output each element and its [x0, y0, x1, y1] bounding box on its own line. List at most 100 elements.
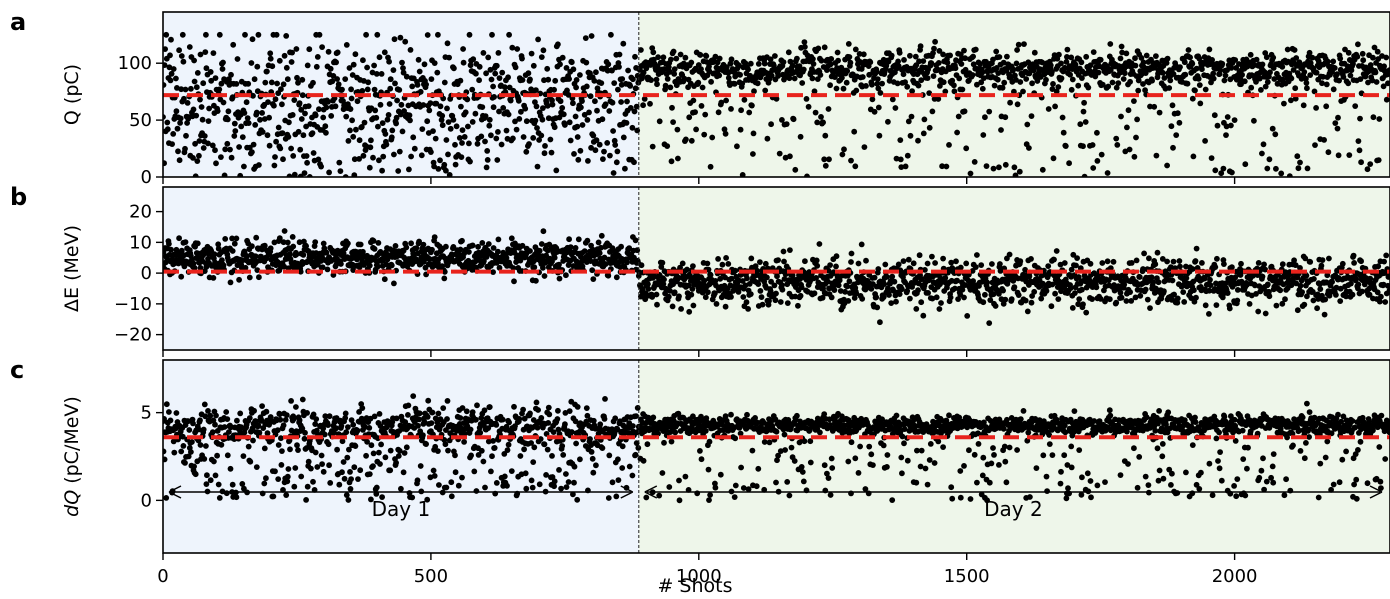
data-point	[1082, 119, 1089, 125]
data-point	[1119, 49, 1125, 56]
data-point	[303, 445, 310, 451]
data-point	[673, 55, 680, 62]
data-point	[1107, 41, 1114, 47]
data-point	[594, 107, 600, 114]
data-point	[387, 76, 394, 83]
data-point	[1300, 102, 1307, 109]
data-point	[800, 66, 807, 73]
data-point	[216, 31, 223, 38]
data-point	[179, 433, 186, 440]
data-point	[1153, 53, 1159, 59]
data-point	[321, 431, 328, 438]
data-point	[168, 36, 174, 43]
data-point	[602, 101, 609, 108]
data-point	[614, 148, 621, 155]
data-point	[1031, 49, 1038, 56]
data-point	[391, 36, 398, 43]
data-point	[1180, 289, 1187, 295]
data-point	[393, 120, 399, 127]
data-point	[1151, 290, 1158, 296]
data-point	[176, 235, 183, 242]
data-point	[1234, 287, 1241, 293]
data-point	[163, 448, 167, 455]
data-point	[590, 132, 597, 139]
data-point	[183, 132, 189, 139]
data-point	[693, 126, 699, 133]
data-point	[430, 128, 436, 135]
data-point	[1367, 62, 1374, 68]
data-point	[650, 49, 657, 56]
data-point	[431, 234, 438, 241]
data-point	[334, 49, 341, 56]
data-point	[512, 118, 518, 125]
data-point	[303, 497, 309, 503]
data-point	[483, 70, 489, 77]
data-point	[291, 483, 298, 490]
data-point	[768, 72, 775, 79]
data-point	[450, 244, 457, 250]
data-point	[400, 69, 407, 76]
data-point	[236, 144, 243, 150]
data-point	[1159, 69, 1166, 76]
data-point	[567, 137, 574, 144]
data-point	[863, 83, 869, 89]
data-point	[406, 112, 413, 119]
data-point	[738, 107, 744, 114]
data-point	[952, 285, 958, 292]
data-point	[728, 56, 735, 63]
data-point	[237, 410, 244, 417]
data-point	[1319, 80, 1325, 87]
data-point	[256, 162, 262, 168]
data-point	[1164, 162, 1170, 169]
data-point	[797, 133, 804, 140]
data-point	[705, 289, 711, 296]
data-point	[291, 171, 298, 177]
data-point	[704, 260, 711, 267]
data-point	[986, 108, 993, 115]
data-point	[540, 47, 547, 54]
data-point	[630, 76, 636, 83]
data-point	[1273, 165, 1279, 172]
data-point	[728, 106, 734, 112]
data-point	[1255, 260, 1262, 266]
data-point	[978, 262, 985, 268]
data-point	[164, 126, 171, 133]
data-point	[784, 300, 791, 306]
data-point	[1073, 262, 1079, 269]
data-point	[291, 97, 298, 103]
data-point	[1031, 288, 1038, 295]
data-point	[840, 85, 847, 92]
data-point	[277, 416, 284, 423]
data-point	[452, 161, 459, 168]
data-point	[1340, 74, 1347, 80]
data-point	[702, 294, 709, 301]
data-point	[1080, 143, 1086, 150]
data-point	[1097, 296, 1104, 302]
data-point	[813, 275, 819, 281]
data-point	[1284, 46, 1291, 53]
data-point	[871, 274, 878, 281]
data-point	[229, 481, 236, 488]
data-point	[969, 268, 976, 274]
data-point	[826, 156, 832, 163]
data-point	[818, 57, 825, 64]
data-point	[339, 438, 346, 445]
data-point	[1311, 88, 1318, 95]
data-point	[377, 101, 384, 108]
data-point	[1295, 165, 1302, 172]
data-point	[860, 51, 867, 58]
data-point	[1010, 66, 1017, 73]
data-point	[557, 61, 563, 68]
data-point	[170, 131, 177, 137]
data-point	[1258, 87, 1264, 93]
data-point	[1272, 131, 1279, 138]
data-point	[716, 72, 723, 79]
data-point	[209, 142, 216, 149]
data-point	[163, 495, 170, 501]
data-point	[333, 59, 339, 66]
data-point	[1051, 256, 1057, 263]
data-point	[581, 111, 588, 118]
data-point	[767, 56, 774, 63]
data-point	[373, 114, 380, 121]
